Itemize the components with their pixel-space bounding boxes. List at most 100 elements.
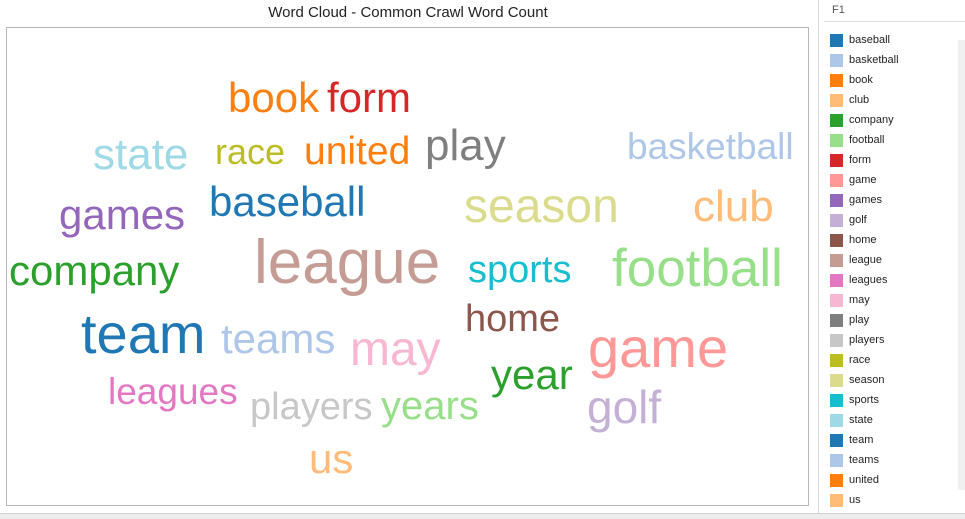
legend-item-game[interactable]: game — [830, 170, 958, 190]
word-golf: golf — [587, 381, 662, 433]
word-league: league — [254, 228, 441, 297]
legend-label: form — [849, 154, 871, 166]
legend-item-football[interactable]: football — [830, 130, 958, 150]
legend-label: play — [849, 314, 870, 326]
legend-item-us[interactable]: us — [830, 490, 958, 510]
legend-label: game — [849, 174, 877, 186]
legend-label: football — [849, 134, 885, 146]
legend-label: company — [849, 114, 894, 126]
color-legend: F1 baseball basketball book club company foot… — [824, 0, 965, 513]
word-company: company — [9, 247, 180, 294]
word-baseball: baseball — [209, 178, 366, 225]
legend-label: baseball — [849, 34, 890, 46]
word-book: book — [228, 74, 320, 121]
legend-swatch — [830, 53, 843, 67]
word-us: us — [309, 435, 354, 482]
word-players: players — [250, 386, 373, 428]
legend-item-players[interactable]: players — [830, 330, 958, 350]
legend-item-teams[interactable]: teams — [830, 450, 958, 470]
legend-item-play[interactable]: play — [830, 310, 958, 330]
word-sports: sports — [468, 249, 572, 291]
legend-swatch — [830, 453, 843, 467]
word-football: football — [612, 239, 783, 298]
word-home: home — [465, 298, 561, 340]
legend-label: race — [849, 354, 871, 366]
legend-item-sports[interactable]: sports — [830, 390, 958, 410]
word-basketball: basketball — [627, 126, 794, 167]
word-may: may — [350, 323, 441, 376]
legend-swatch — [830, 233, 843, 247]
legend-swatch — [830, 433, 843, 447]
word-game: game — [588, 316, 729, 379]
word-year: year — [491, 351, 573, 398]
word-united: united — [304, 130, 411, 173]
chart-title: Word Cloud - Common Crawl Word Count — [268, 4, 548, 21]
legend-scrollbar[interactable] — [958, 40, 965, 490]
legend-swatch — [830, 293, 843, 307]
legend-label: games — [849, 194, 883, 206]
word-club: club — [693, 182, 774, 231]
legend-label: club — [849, 94, 870, 106]
legend-swatch — [830, 133, 843, 147]
legend-label: home — [849, 234, 877, 246]
legend-swatch — [830, 33, 843, 47]
legend-item-book[interactable]: book — [830, 70, 958, 90]
legend-item-season[interactable]: season — [830, 370, 958, 390]
legend-swatch — [830, 73, 843, 87]
legend-item-race[interactable]: race — [830, 350, 958, 370]
legend-swatch — [830, 373, 843, 387]
legend-swatch — [830, 213, 843, 227]
word-teams: teams — [221, 315, 336, 362]
legend-label: book — [849, 74, 873, 86]
legend-swatch — [830, 93, 843, 107]
legend-item-games[interactable]: games — [830, 190, 958, 210]
legend-item-united[interactable]: united — [830, 470, 958, 490]
legend-label: players — [849, 334, 885, 346]
pane-divider[interactable] — [818, 0, 819, 513]
legend-list: baseball basketball book club company footbal… — [830, 30, 958, 513]
legend-swatch — [830, 333, 843, 347]
legend-label: golf — [849, 214, 867, 226]
legend-swatch — [830, 153, 843, 167]
legend-title: F1 — [824, 4, 965, 22]
legend-item-golf[interactable]: golf — [830, 210, 958, 230]
word-leagues: leagues — [108, 371, 238, 412]
legend-swatch — [830, 193, 843, 207]
legend-swatch — [830, 473, 843, 487]
legend-item-team[interactable]: team — [830, 430, 958, 450]
legend-item-home[interactable]: home — [830, 230, 958, 250]
legend-swatch — [830, 353, 843, 367]
legend-item-may[interactable]: may — [830, 290, 958, 310]
legend-swatch — [830, 313, 843, 327]
bottom-scrollbar[interactable] — [0, 513, 965, 519]
legend-swatch — [830, 173, 843, 187]
legend-item-state[interactable]: state — [830, 410, 958, 430]
word-season: season — [464, 180, 619, 233]
legend-swatch — [830, 253, 843, 267]
legend-item-company[interactable]: company — [830, 110, 958, 130]
word-games: games — [59, 191, 186, 238]
legend-item-league[interactable]: league — [830, 250, 958, 270]
legend-label: league — [849, 254, 883, 266]
legend-item-leagues[interactable]: leagues — [830, 270, 958, 290]
word-play: play — [425, 121, 506, 170]
legend-item-club[interactable]: club — [830, 90, 958, 110]
legend-swatch — [830, 413, 843, 427]
legend-label: teams — [849, 454, 879, 466]
word-cloud-area: baseball basketball book club company footbal… — [6, 27, 809, 506]
legend-label: united — [849, 474, 879, 486]
legend-label: leagues — [849, 274, 888, 286]
legend-label: state — [849, 414, 873, 426]
legend-item-basketball[interactable]: basketball — [830, 50, 958, 70]
legend-item-form[interactable]: form — [830, 150, 958, 170]
word-race: race — [215, 131, 286, 172]
legend-label: may — [849, 294, 870, 306]
word-team: team — [81, 302, 206, 365]
legend-swatch — [830, 393, 843, 407]
word-state: state — [93, 130, 189, 179]
legend-label: season — [849, 374, 885, 386]
legend-label: team — [849, 434, 874, 446]
legend-label: us — [849, 494, 861, 506]
legend-swatch — [830, 493, 843, 507]
legend-item-baseball[interactable]: baseball — [830, 30, 958, 50]
